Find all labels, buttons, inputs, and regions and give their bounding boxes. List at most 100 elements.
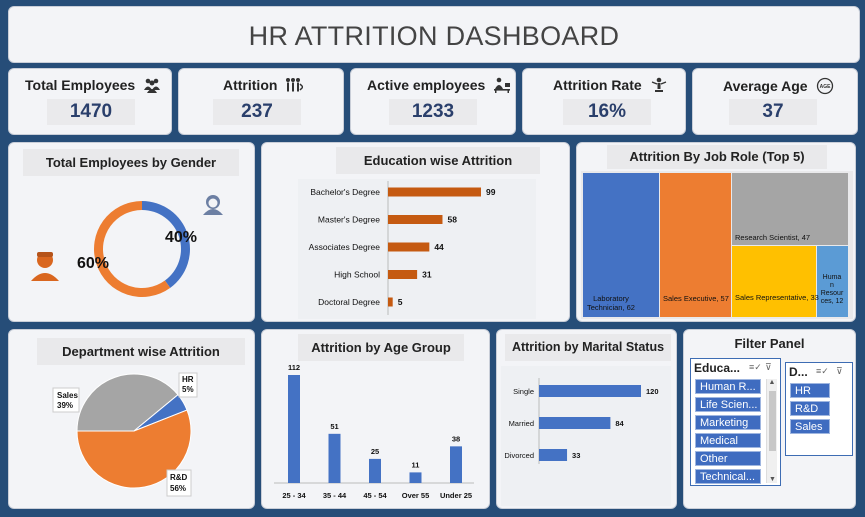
marital-bar: [539, 449, 568, 461]
clear-filter-icon[interactable]: ⊽: [836, 366, 843, 376]
department-slicer-header: D...: [789, 365, 808, 379]
slicer-item-sales[interactable]: Sales: [790, 419, 830, 434]
treemap-tile-sales-exec: [660, 173, 731, 317]
treemap-label-lab-tech: Laboratory Technician, 62: [587, 294, 635, 312]
edu-bar: [388, 215, 443, 224]
kpi-value: 1233: [389, 99, 477, 125]
dept-pct-hr: 5%: [182, 385, 194, 394]
edu-value-label: 99: [486, 187, 496, 197]
slicer-item-human-resources[interactable]: Human R...: [695, 379, 761, 394]
age-group-chart-title: Attrition by Age Group: [298, 334, 464, 361]
age-category-label: 45 - 54: [363, 491, 387, 500]
marital-chart-title: Attrition by Marital Status: [505, 334, 671, 361]
department-pie-chart: Sales 39% HR 5% R&D 56%: [52, 372, 198, 497]
male-pct-label: 60%: [77, 255, 109, 272]
kpi-label-text: Total Employees: [25, 77, 136, 93]
filter-panel-title: Filter Panel: [734, 336, 805, 351]
edu-bar: [388, 242, 430, 252]
age-value-label: 25: [371, 447, 379, 456]
scroll-up-icon[interactable]: ▲: [768, 379, 776, 386]
kpi-value: 1470: [47, 99, 135, 125]
kpi-label: Active employees: [367, 77, 511, 93]
edu-value-label: 44: [434, 242, 444, 252]
kpi-active-employees: Active employees 1233: [350, 68, 516, 135]
marital-category-label: Single: [513, 387, 534, 396]
age-group-column-chart: 112 25 - 34 51 35 - 44 25 45 - 54 11 Over 55 38 U…: [274, 363, 474, 500]
slicer-item-marketing[interactable]: Marketing: [695, 415, 761, 430]
education-slicer[interactable]: Educa... ≡✓ ⊽ Human R... Life Scien... M…: [690, 358, 781, 486]
kpi-label: Average Age AGE: [723, 77, 834, 95]
education-chart-title: Education wise Attrition: [336, 147, 540, 174]
age-bar: [450, 446, 462, 483]
kpi-average-age: Average Age AGE 37: [692, 68, 858, 135]
filter-panel: Filter Panel Educa... ≡✓ ⊽ Human R... Li…: [683, 329, 856, 509]
slicer-item-medical[interactable]: Medical: [695, 433, 761, 448]
pie-slice-sales: [76, 373, 179, 432]
department-panel: Department wise Attrition Sales 39% HR 5…: [8, 329, 255, 509]
treemap-label-sales-exec: Sales Executive, 57: [663, 294, 729, 303]
age-category-label: 35 - 44: [323, 491, 347, 500]
treemap-label-sales-rep: Sales Representative, 33: [735, 293, 819, 302]
donut-slice-female: [142, 201, 190, 288]
marital-bar: [539, 417, 611, 429]
age-bar: [409, 472, 422, 483]
multi-select-icon[interactable]: ≡✓: [816, 366, 829, 376]
donut-slice-male: [94, 201, 171, 297]
kpi-label-text: Active employees: [367, 77, 486, 93]
slicer-item-rnd[interactable]: R&D: [790, 401, 830, 416]
edu-category-label: Bachelor's Degree: [310, 187, 380, 197]
title-panel: HR ATTRITION DASHBOARD: [8, 6, 860, 63]
age-category-label: 25 - 34: [282, 491, 306, 500]
marital-bar: [539, 385, 641, 397]
dept-pct-sales: 39%: [57, 401, 73, 410]
edu-category-label: Master's Degree: [318, 215, 380, 225]
marital-value-label: 84: [615, 419, 624, 428]
employee-desk-icon: [494, 77, 511, 93]
female-pct-label: 40%: [165, 229, 197, 246]
edu-category-label: Associates Degree: [309, 242, 381, 252]
multi-select-icon[interactable]: ≡✓: [749, 362, 762, 372]
slicer-item-life-sciences[interactable]: Life Scien...: [695, 397, 761, 412]
kpi-label: Total Employees: [25, 77, 161, 93]
edu-bar: [388, 270, 418, 279]
gender-donut-chart: 40% 60%: [31, 195, 223, 297]
svg-text:AGE: AGE: [819, 84, 831, 90]
age-value-label: 11: [412, 460, 420, 469]
slicer-scrollbar[interactable]: ▲ ▼: [766, 379, 777, 483]
people-icon: [144, 78, 161, 93]
treemap-label-research-sci: Research Scientist, 47: [735, 233, 810, 242]
slicer-item-technical[interactable]: Technical...: [695, 469, 761, 484]
dept-label-rnd: R&D: [170, 473, 188, 482]
age-icon: AGE: [816, 77, 833, 95]
kpi-label: Attrition: [223, 77, 304, 93]
dept-label-sales: Sales: [57, 391, 78, 400]
dashboard-title: HR ATTRITION DASHBOARD: [248, 21, 620, 51]
slicer-item-other[interactable]: Other: [695, 451, 761, 466]
job-role-panel: Attrition By Job Role (Top 5) Laboratory…: [576, 142, 856, 322]
edu-value-label: 31: [422, 270, 432, 280]
scroll-down-icon[interactable]: ▼: [769, 476, 776, 483]
slicer-item-hr[interactable]: HR: [790, 383, 830, 398]
department-slicer[interactable]: D... ≡✓ ⊽ HR R&D Sales: [785, 362, 853, 456]
kpi-attrition-rate: Attrition Rate 16%: [522, 68, 686, 135]
kpi-value: 16%: [563, 99, 651, 125]
department-chart-title: Department wise Attrition: [37, 338, 245, 365]
marital-category-label: Married: [509, 419, 534, 428]
kpi-total-employees: Total Employees 1470: [8, 68, 172, 135]
marital-value-label: 120: [646, 387, 659, 396]
age-value-label: 112: [288, 363, 300, 372]
kpi-label: Attrition Rate: [553, 77, 668, 93]
treemap-tile-lab-tech: [583, 173, 659, 317]
scroll-thumb[interactable]: [769, 391, 776, 451]
person-rate-icon: [651, 77, 666, 92]
people-leaving-icon: [286, 78, 304, 92]
male-icon: [31, 252, 59, 281]
marital-value-label: 33: [572, 451, 580, 460]
age-category-label: Under 25: [440, 491, 472, 500]
age-bar: [288, 375, 300, 483]
female-icon: [203, 195, 223, 215]
marital-bar-chart: Single 120 Married 84 Divorced 33: [501, 366, 671, 506]
clear-filter-icon[interactable]: ⊽: [765, 362, 772, 372]
edu-value-label: 5: [398, 297, 403, 307]
education-bar-chart: Bachelor's Degree 99 Master's Degree 58 Asso…: [298, 179, 536, 319]
